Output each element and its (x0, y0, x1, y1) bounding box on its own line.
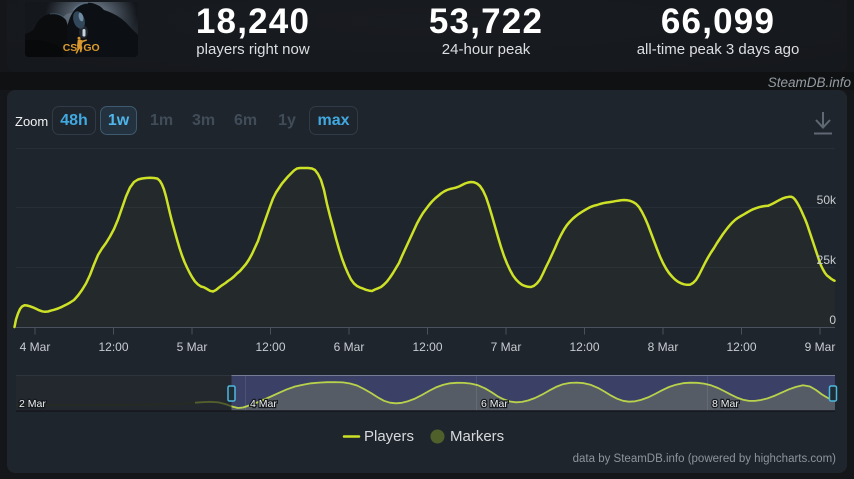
svg-text:8 Mar: 8 Mar (648, 340, 679, 354)
svg-text:Markers: Markers (450, 428, 504, 445)
svg-text:9 Mar: 9 Mar (805, 340, 836, 354)
svg-text:12:00: 12:00 (569, 340, 599, 354)
svg-text:5 Mar: 5 Mar (177, 340, 208, 354)
svg-text:CS: CS (63, 42, 78, 54)
svg-text:4 Mar: 4 Mar (250, 398, 277, 410)
svg-text:Players: Players (364, 428, 414, 445)
svg-text:25k: 25k (817, 253, 837, 267)
svg-text:6 Mar: 6 Mar (334, 340, 365, 354)
svg-text:50k: 50k (817, 193, 837, 207)
svg-text:7 Mar: 7 Mar (491, 340, 522, 354)
svg-text:0: 0 (829, 313, 836, 327)
svg-text:12:00: 12:00 (726, 340, 756, 354)
svg-text:6 Mar: 6 Mar (481, 398, 508, 410)
svg-text:12:00: 12:00 (412, 340, 442, 354)
svg-text:8 Mar: 8 Mar (712, 398, 739, 410)
svg-text:2 Mar: 2 Mar (19, 398, 46, 410)
svg-text:GO: GO (83, 42, 99, 54)
svg-text:4 Mar: 4 Mar (20, 340, 51, 354)
svg-text:12:00: 12:00 (255, 340, 285, 354)
svg-text:12:00: 12:00 (98, 340, 128, 354)
svg-text:data by SteamDB.info (powered: data by SteamDB.info (powered by highcha… (573, 453, 837, 465)
